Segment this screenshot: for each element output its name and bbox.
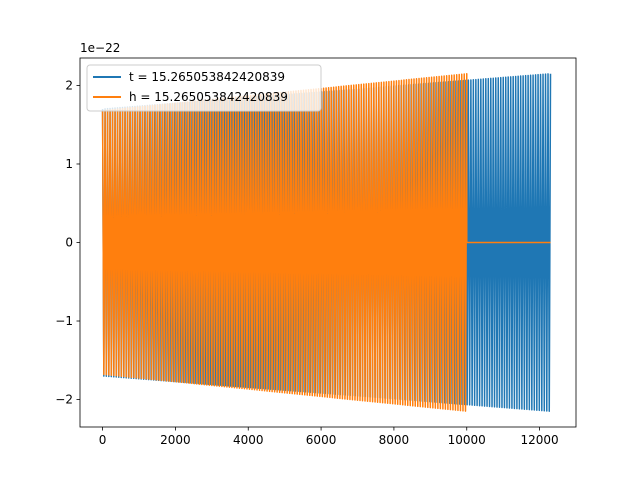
y-tick-label: −1 <box>55 314 73 328</box>
x-tick-label: 2000 <box>160 433 191 447</box>
x-tick-label: 4000 <box>233 433 264 447</box>
x-tick-label: 10000 <box>448 433 486 447</box>
x-tick-label: 6000 <box>306 433 337 447</box>
y-offset-label: 1e−22 <box>80 41 120 55</box>
y-tick-label: 1 <box>65 157 73 171</box>
x-tick-label: 8000 <box>379 433 410 447</box>
x-tick-label: 0 <box>99 433 107 447</box>
legend-label-h: h = 15.265053842420839 <box>129 90 288 104</box>
y-axis: −2 −1 0 1 2 <box>55 78 80 407</box>
x-axis: 0 2000 4000 6000 8000 10000 12000 <box>99 427 559 447</box>
y-tick-label: 2 <box>65 78 73 92</box>
x-tick-label: 12000 <box>520 433 558 447</box>
y-tick-label: 0 <box>65 236 73 250</box>
legend: t = 15.265053842420839 h = 15.2650538424… <box>86 64 322 112</box>
y-tick-label: −2 <box>55 393 73 407</box>
legend-label-t: t = 15.265053842420839 <box>129 70 285 84</box>
legend-frame <box>86 64 322 112</box>
